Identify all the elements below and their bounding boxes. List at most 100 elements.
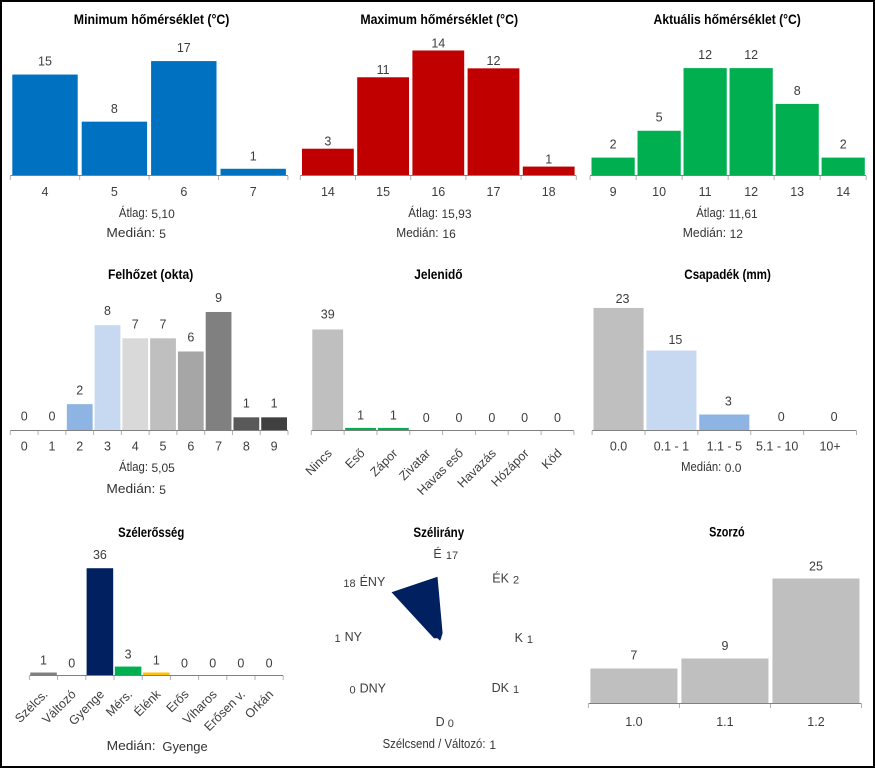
svg-text:1: 1	[527, 634, 533, 646]
svg-text:15,93: 15,93	[442, 207, 472, 221]
svg-text:Átlag:: Átlag:	[119, 205, 148, 220]
svg-text:1: 1	[153, 653, 160, 667]
svg-text:6: 6	[187, 440, 194, 454]
svg-text:12: 12	[744, 48, 758, 62]
svg-text:15: 15	[38, 55, 52, 69]
svg-text:18: 18	[542, 185, 556, 199]
svg-text:1: 1	[271, 397, 278, 411]
svg-text:0: 0	[831, 410, 838, 424]
svg-text:Csapadék (mm): Csapadék (mm)	[684, 266, 771, 282]
svg-text:0: 0	[456, 411, 463, 425]
svg-text:11,61: 11,61	[729, 207, 758, 221]
svg-text:1: 1	[513, 684, 519, 696]
svg-text:1.0: 1.0	[625, 715, 642, 729]
svg-text:3: 3	[324, 135, 331, 149]
svg-text:0: 0	[21, 410, 28, 424]
svg-text:7: 7	[215, 440, 222, 454]
svg-text:Szélirány: Szélirány	[413, 524, 464, 540]
svg-text:7: 7	[160, 317, 167, 331]
svg-text:Mérs.: Mérs.	[103, 687, 135, 719]
svg-text:12: 12	[730, 227, 744, 241]
svg-text:0.0: 0.0	[725, 461, 742, 475]
svg-text:2: 2	[840, 138, 847, 152]
svg-text:5: 5	[160, 440, 167, 454]
svg-text:36: 36	[93, 548, 107, 562]
svg-text:8: 8	[111, 102, 118, 116]
svg-text:3: 3	[104, 440, 111, 454]
svg-text:1.1: 1.1	[716, 715, 733, 729]
svg-text:Medián:: Medián:	[107, 739, 156, 753]
svg-text:0: 0	[554, 411, 561, 425]
svg-text:9: 9	[610, 185, 617, 199]
svg-text:2: 2	[76, 383, 83, 397]
svg-text:17: 17	[177, 41, 191, 55]
svg-text:16: 16	[442, 227, 456, 241]
svg-text:16: 16	[431, 185, 445, 199]
svg-text:7: 7	[250, 185, 257, 199]
svg-text:0: 0	[68, 656, 75, 670]
svg-text:2: 2	[610, 138, 617, 152]
svg-text:1: 1	[334, 633, 340, 645]
svg-text:6: 6	[180, 185, 187, 199]
svg-text:9: 9	[271, 440, 278, 454]
svg-text:11: 11	[377, 63, 390, 77]
svg-text:Élénk: Élénk	[131, 686, 164, 719]
svg-text:Medián:: Medián:	[681, 460, 721, 474]
svg-text:0: 0	[48, 410, 55, 424]
svg-text:14: 14	[431, 36, 445, 50]
svg-text:17: 17	[487, 185, 501, 199]
svg-text:0: 0	[423, 411, 430, 425]
svg-text:4: 4	[132, 440, 139, 454]
svg-text:0: 0	[488, 411, 495, 425]
svg-text:1: 1	[489, 738, 496, 752]
svg-text:Medián:: Medián:	[396, 226, 438, 240]
svg-text:DK: DK	[492, 681, 510, 695]
svg-text:É: É	[433, 546, 441, 561]
svg-text:0: 0	[778, 410, 785, 424]
svg-text:Minimum hőmérséklet (°C): Minimum hőmérséklet (°C)	[74, 11, 230, 27]
svg-text:Jelenidő: Jelenidő	[414, 266, 462, 282]
svg-text:1: 1	[390, 408, 397, 422]
svg-text:1: 1	[48, 440, 55, 454]
svg-text:Maximum hőmérséklet (°C): Maximum hőmérséklet (°C)	[360, 11, 518, 27]
svg-text:Szélerősség: Szélerősség	[118, 524, 184, 540]
svg-text:13: 13	[790, 185, 804, 199]
svg-text:12: 12	[744, 185, 758, 199]
svg-text:2: 2	[76, 440, 83, 454]
svg-text:0.0: 0.0	[610, 440, 627, 454]
svg-text:Eső: Eső	[343, 446, 368, 471]
svg-text:10: 10	[652, 185, 666, 199]
svg-text:Nincs: Nincs	[303, 446, 335, 478]
svg-text:0.1 - 1: 0.1 - 1	[654, 440, 689, 454]
svg-text:8: 8	[794, 84, 801, 98]
svg-text:1: 1	[243, 397, 250, 411]
svg-text:1: 1	[250, 149, 257, 163]
svg-text:1: 1	[545, 153, 552, 167]
svg-text:1.2: 1.2	[807, 715, 824, 729]
svg-text:8: 8	[243, 440, 250, 454]
svg-text:ÉK: ÉK	[492, 571, 509, 586]
svg-text:9: 9	[215, 291, 222, 305]
svg-text:Aktuális hőmérséklet (°C): Aktuális hőmérséklet (°C)	[654, 11, 801, 27]
svg-text:5,10: 5,10	[151, 207, 175, 221]
svg-text:Zápor: Zápor	[367, 446, 400, 479]
svg-text:Medián:: Medián:	[106, 482, 155, 496]
svg-text:0: 0	[21, 440, 28, 454]
svg-text:5: 5	[159, 227, 166, 241]
svg-text:6: 6	[187, 331, 194, 345]
svg-text:8: 8	[104, 304, 111, 318]
svg-text:Medián:: Medián:	[106, 226, 155, 240]
svg-text:Szorzó: Szorzó	[709, 524, 745, 540]
svg-text:11: 11	[699, 185, 712, 199]
svg-text:0: 0	[521, 411, 528, 425]
svg-text:Felhőzet (okta): Felhőzet (okta)	[108, 266, 193, 282]
svg-text:25: 25	[809, 559, 823, 573]
svg-text:Átlag:: Átlag:	[119, 459, 148, 474]
svg-text:5,05: 5,05	[152, 461, 176, 475]
svg-text:17: 17	[446, 550, 458, 562]
svg-text:7: 7	[630, 649, 637, 663]
svg-text:Szélcsend / Változó:: Szélcsend / Változó:	[383, 737, 486, 751]
svg-text:5: 5	[159, 483, 166, 497]
svg-text:14: 14	[321, 185, 335, 199]
svg-text:9: 9	[721, 639, 728, 653]
